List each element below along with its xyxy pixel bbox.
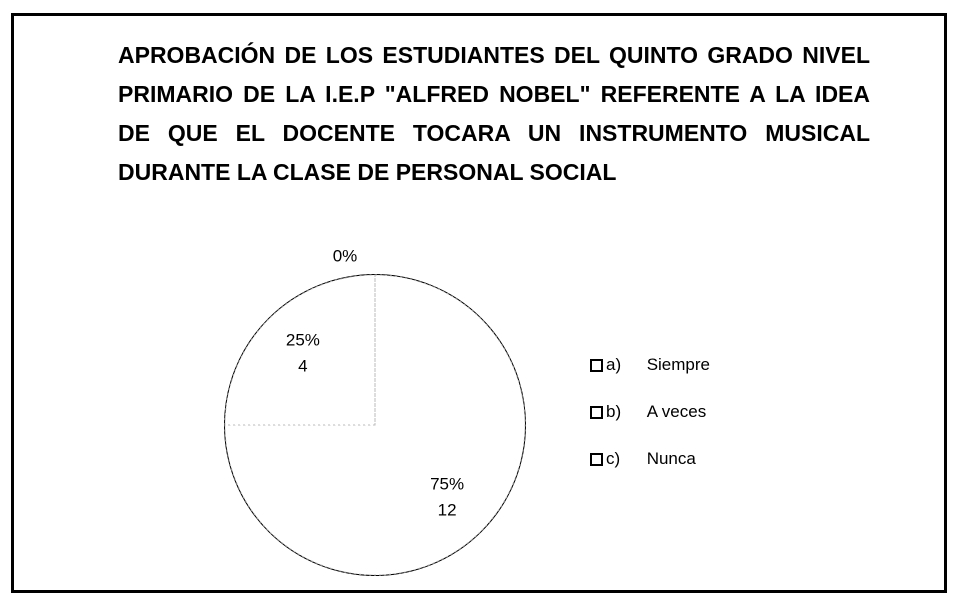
count-label: 4 [298,356,307,375]
pie-slice [224,274,376,426]
page: APROBACIÓN DE LOS ESTUDIANTES DEL QUINTO… [11,13,947,593]
legend-label: a) Siempre [606,355,710,374]
legend-label: c) Nunca [606,449,696,468]
legend-entry: a) Siempre [590,355,710,375]
legend-label: b) A veces [606,402,707,421]
legend-entry: b) A veces [590,402,706,422]
legend-marker [590,453,603,467]
chart-title: APROBACIÓN DE LOS ESTUDIANTES DEL QUINTO… [118,42,870,185]
value-label: 0% [333,246,358,265]
count-label: 12 [438,501,457,520]
value-label: 25% [286,330,320,349]
legend-marker [590,359,603,373]
pie-slice [224,274,526,576]
legend-entry: c) Nunca [590,449,696,469]
legend-marker [590,406,603,420]
value-label: 75% [430,475,464,494]
chart: 75% 12 25% 4 0% [224,246,526,576]
